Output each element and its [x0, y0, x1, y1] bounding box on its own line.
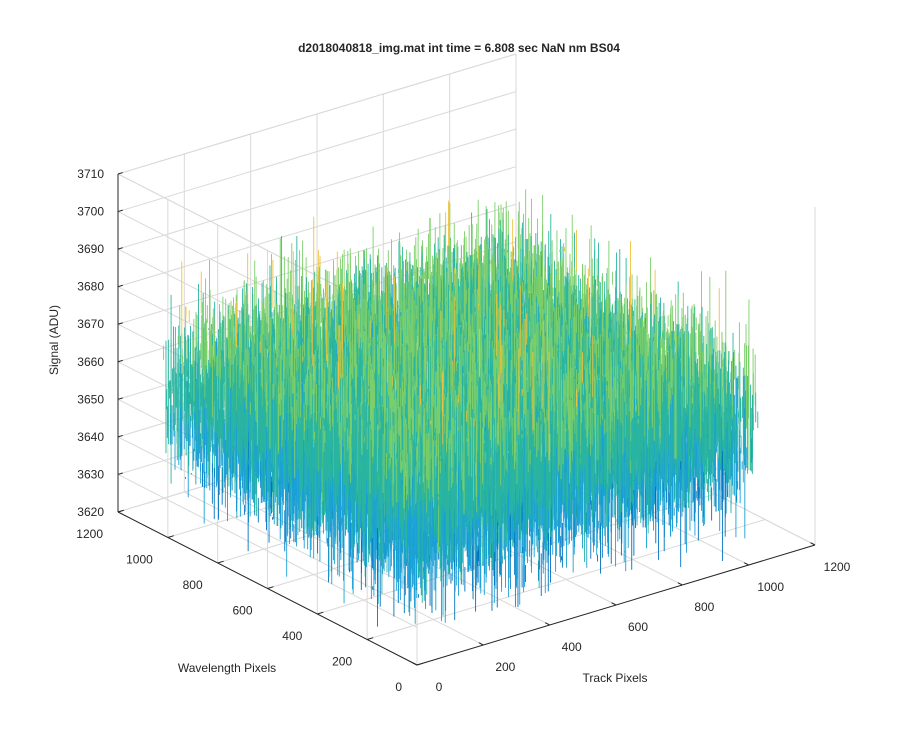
surface-layer: [164, 189, 758, 626]
